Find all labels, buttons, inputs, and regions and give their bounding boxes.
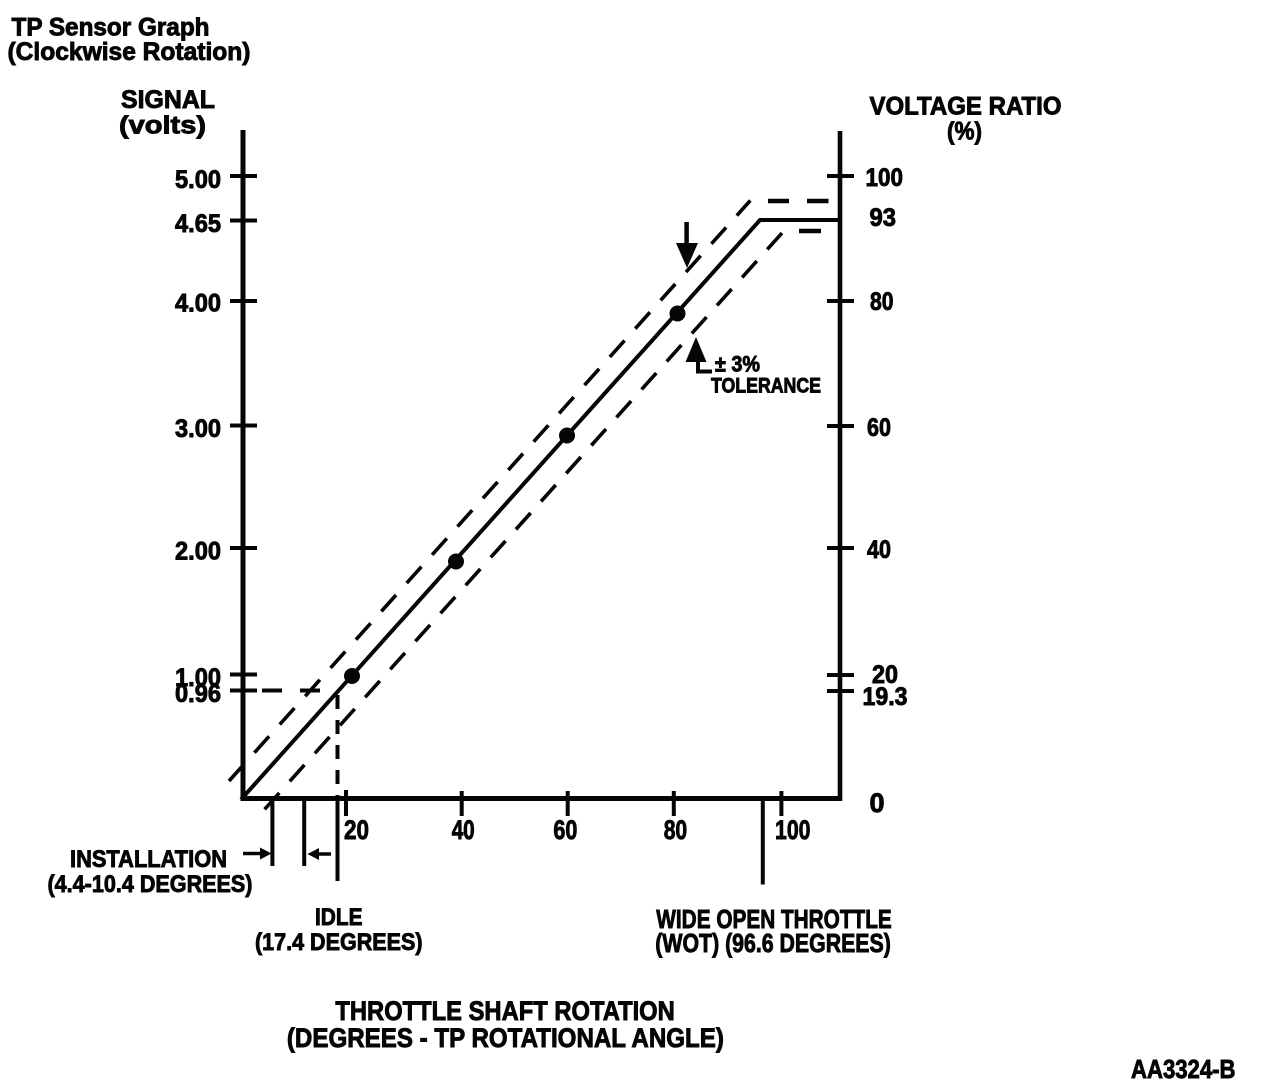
svg-text:80: 80 bbox=[870, 288, 894, 316]
svg-text:AA3324-B: AA3324-B bbox=[1131, 1054, 1236, 1084]
svg-text:(4.4-10.4 DEGREES): (4.4-10.4 DEGREES) bbox=[48, 871, 253, 898]
svg-text:19.3: 19.3 bbox=[863, 683, 908, 711]
svg-text:100: 100 bbox=[866, 164, 904, 192]
svg-text:± 3%: ± 3% bbox=[715, 352, 760, 377]
svg-text:(Clockwise Rotation): (Clockwise Rotation) bbox=[8, 38, 251, 66]
svg-text:(DEGREES - TP ROTATIONAL ANGLE: (DEGREES - TP ROTATIONAL ANGLE) bbox=[287, 1023, 724, 1053]
svg-text:WIDE OPEN THROTTLE: WIDE OPEN THROTTLE bbox=[656, 904, 892, 934]
svg-text:80: 80 bbox=[664, 815, 688, 845]
svg-text:0: 0 bbox=[870, 788, 885, 818]
svg-text:5.00: 5.00 bbox=[175, 166, 221, 194]
svg-text:SIGNAL: SIGNAL bbox=[121, 86, 215, 114]
svg-text:4.00: 4.00 bbox=[175, 290, 221, 318]
svg-text:93: 93 bbox=[870, 204, 897, 232]
svg-text:40: 40 bbox=[452, 815, 475, 845]
svg-text:(WOT) (96.6 DEGREES): (WOT) (96.6 DEGREES) bbox=[655, 928, 891, 958]
svg-text:TP Sensor Graph: TP Sensor Graph bbox=[12, 14, 210, 42]
svg-text:3.00: 3.00 bbox=[175, 415, 221, 443]
svg-text:20: 20 bbox=[872, 661, 898, 689]
svg-text:TOLERANCE: TOLERANCE bbox=[711, 375, 821, 398]
svg-text:60: 60 bbox=[867, 414, 891, 442]
svg-text:THROTTLE SHAFT ROTATION: THROTTLE SHAFT ROTATION bbox=[335, 996, 674, 1026]
svg-text:40: 40 bbox=[867, 536, 891, 564]
svg-text:INSTALLATION: INSTALLATION bbox=[70, 846, 227, 873]
svg-text:2.00: 2.00 bbox=[175, 538, 221, 566]
svg-text:VOLTAGE RATIO: VOLTAGE RATIO bbox=[870, 93, 1062, 121]
svg-text:4.65: 4.65 bbox=[175, 210, 221, 238]
svg-text:1.00: 1.00 bbox=[175, 664, 221, 692]
svg-text:0.96: 0.96 bbox=[175, 680, 221, 708]
svg-text:(%): (%) bbox=[947, 118, 982, 146]
svg-text:(17.4 DEGREES): (17.4 DEGREES) bbox=[255, 929, 423, 956]
svg-text:IDLE: IDLE bbox=[315, 904, 363, 931]
svg-text:60: 60 bbox=[553, 815, 577, 845]
svg-text:20: 20 bbox=[344, 815, 369, 845]
svg-text:(volts): (volts) bbox=[119, 112, 206, 140]
svg-text:100: 100 bbox=[775, 815, 811, 845]
